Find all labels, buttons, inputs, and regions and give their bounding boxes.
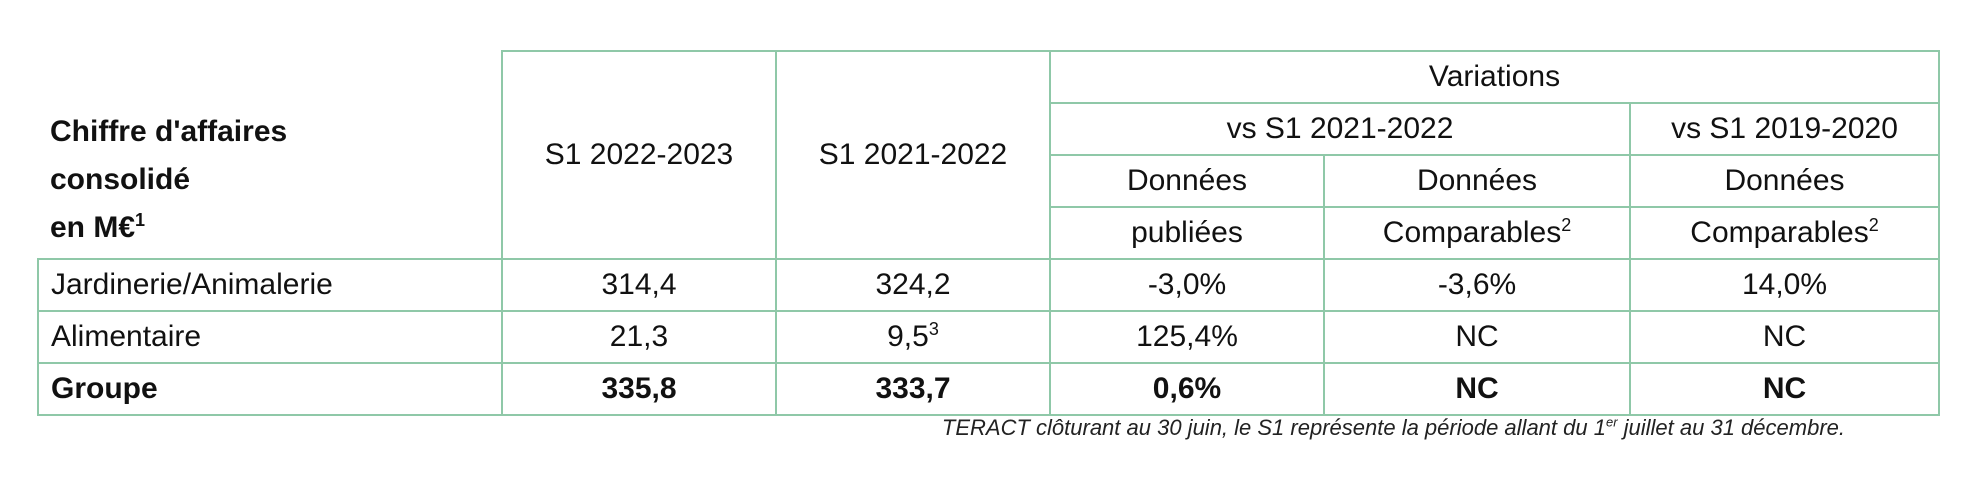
cell-var-comparable-2019: NC	[1628, 362, 1941, 416]
cell-s1-2022-2023: 21,3	[501, 310, 777, 364]
cell-var-comparable: NC	[1323, 362, 1631, 416]
footnote-text-start: TERACT clôturant au 30 juin, le S1 repré…	[941, 415, 1606, 440]
published-data-header-line2: publiées	[1049, 206, 1325, 260]
row-label: Groupe	[37, 362, 503, 416]
cell-value: 324,2	[875, 268, 951, 301]
cell-s1-2021-2022: 324,2	[775, 258, 1051, 312]
cell-var-comparable-2019: 14,0%	[1628, 258, 1941, 312]
col-header-s1-2021-2022: S1 2021-2022	[775, 50, 1051, 260]
comparables-2019-label: Comparables	[1690, 216, 1869, 249]
cell-var-published: -3,0%	[1049, 258, 1325, 312]
label-line-1: Chiffre d'affaires	[50, 115, 288, 148]
label-footnote-mark: 1	[135, 210, 146, 230]
comparable-data-header-line2: Comparables2	[1323, 206, 1631, 260]
cell-s1-2021-2022: 9,53	[775, 310, 1051, 364]
table-footnote: TERACT clôturant au 30 juin, le S1 repré…	[942, 415, 1845, 441]
cell-var-comparable-2019: NC	[1628, 310, 1941, 364]
cell-value: 333,7	[875, 372, 951, 405]
revenue-table: Chiffre d'affaires consolidé en M€1 S1 2…	[37, 50, 1941, 416]
table-row: Alimentaire 21,3 9,53 125,4% NC NC	[37, 310, 1941, 364]
comparables-label: Comparables	[1382, 216, 1562, 249]
row-label: Jardinerie/Animalerie	[37, 258, 503, 312]
variations-header: Variations	[1048, 50, 1941, 104]
published-data-header-line1: Données	[1049, 154, 1325, 208]
label-line-3: en M€	[50, 211, 136, 244]
cell-s1-2022-2023: 314,4	[501, 258, 777, 312]
vs-2021-2022-header: vs S1 2021-2022	[1049, 102, 1631, 156]
footnote-superscript: er	[1605, 414, 1618, 430]
col-header-s1-2022-2023: S1 2022-2023	[501, 50, 777, 260]
cell-footnote-mark: 3	[928, 319, 939, 339]
vs-2019-2020-header: vs S1 2019-2020	[1628, 102, 1941, 156]
cell-var-comparable: -3,6%	[1323, 258, 1631, 312]
comparable-2019-header-line2: Comparables2	[1628, 206, 1941, 260]
comparables-footnote-mark: 2	[1561, 215, 1572, 235]
row-label: Alimentaire	[37, 310, 503, 364]
cell-var-comparable: NC	[1323, 310, 1631, 364]
cell-var-published: 0,6%	[1049, 362, 1325, 416]
footnote-text-end: juillet au 31 décembre.	[1617, 415, 1845, 440]
comparables-2019-footnote-mark: 2	[1868, 215, 1879, 235]
table-row: Jardinerie/Animalerie 314,4 324,2 -3,0% …	[37, 258, 1941, 312]
comparable-2019-header-line1: Données	[1628, 154, 1941, 208]
label-line-2: consolidé	[50, 163, 191, 196]
cell-s1-2021-2022: 333,7	[775, 362, 1051, 416]
cell-value: 9,5	[887, 320, 929, 353]
table-label-header: Chiffre d'affaires consolidé en M€1	[38, 51, 503, 260]
cell-s1-2022-2023: 335,8	[501, 362, 777, 416]
cell-var-published: 125,4%	[1049, 310, 1325, 364]
table-row-total: Groupe 335,8 333,7 0,6% NC NC	[37, 362, 1941, 416]
comparable-data-header-line1: Données	[1323, 154, 1631, 208]
